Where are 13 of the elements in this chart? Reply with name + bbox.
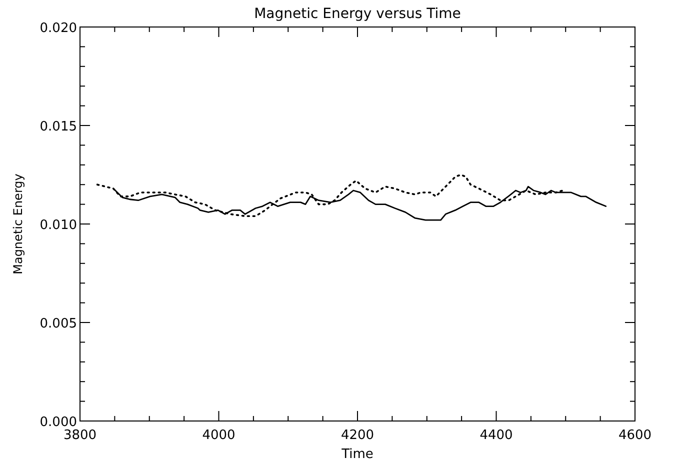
y-tick-label: 0.000	[40, 415, 77, 430]
chart-title: Magnetic Energy versus Time	[254, 6, 461, 22]
x-tick-label: 4200	[340, 428, 374, 443]
x-tick-label: 4000	[202, 428, 236, 443]
x-tick-label: 3800	[63, 428, 97, 443]
y-tick-label: 0.020	[40, 21, 77, 36]
y-tick-label: 0.010	[40, 218, 77, 233]
y-tick-label: 0.015	[40, 120, 77, 134]
x-tick-label: 4600	[618, 428, 652, 443]
x-tick-label: 4400	[480, 428, 513, 443]
y-tick-label: 0.005	[40, 316, 77, 332]
x-axis-title: Time	[340, 447, 374, 462]
y-axis-title: Magnetic Energy	[11, 174, 25, 274]
